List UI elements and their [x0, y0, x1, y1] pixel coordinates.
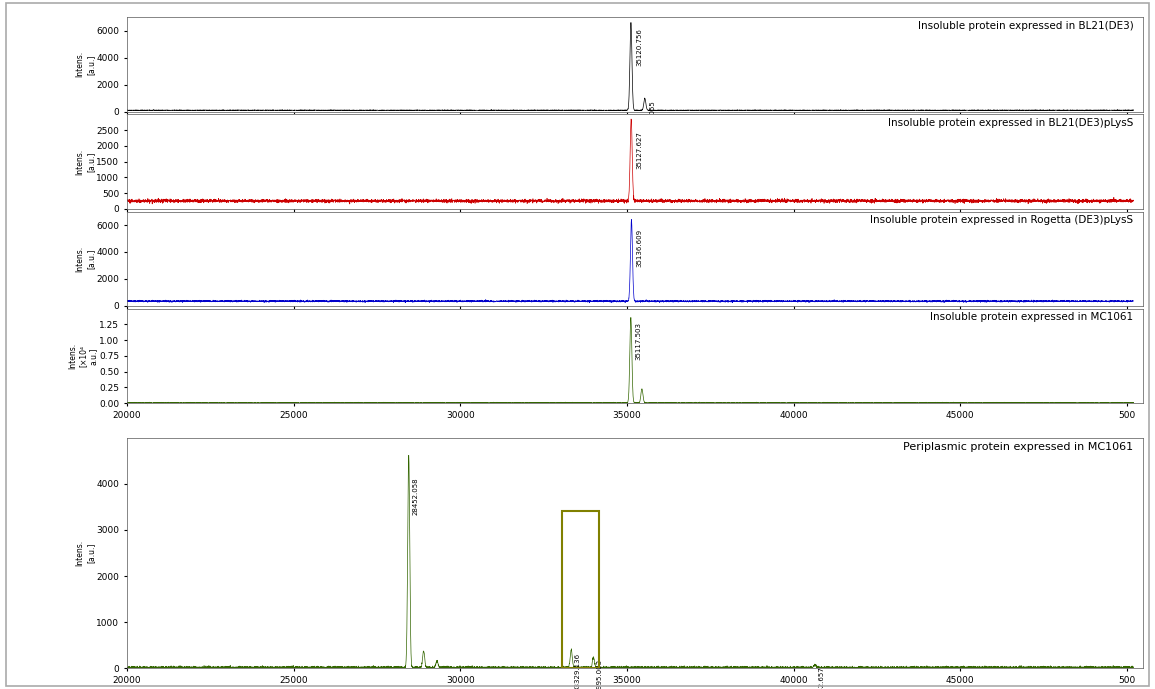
- Text: Insoluble protein expressed in BL21(DE3): Insoluble protein expressed in BL21(DE3): [917, 21, 1133, 31]
- Bar: [562, 511, 598, 668]
- Text: 35127.627: 35127.627: [636, 131, 642, 169]
- Y-axis label: Intens.
[a.u.]: Intens. [a.u.]: [75, 52, 95, 77]
- Y-axis label: Intens.
[a.u.]: Intens. [a.u.]: [75, 149, 95, 174]
- Y-axis label: Intens.
[a.u.]: Intens. [a.u.]: [75, 246, 95, 271]
- Text: 33995.003: 33995.003: [597, 659, 603, 689]
- Text: 35136.609: 35136.609: [636, 229, 642, 267]
- Text: Insoluble protein expressed in BL21(DE3)pLysS: Insoluble protein expressed in BL21(DE3)…: [888, 118, 1133, 128]
- Text: 35537.055: 35537.055: [650, 100, 656, 138]
- Text: 28452.058: 28452.058: [412, 477, 418, 515]
- Text: 40642.657: 40642.657: [818, 666, 825, 689]
- Text: 35120.756: 35120.756: [636, 28, 642, 66]
- Text: Insoluble protein expressed in Rogetta (DE3)pLysS: Insoluble protein expressed in Rogetta (…: [870, 215, 1133, 225]
- Y-axis label: Intens.
[a.u.]: Intens. [a.u.]: [75, 540, 95, 566]
- Y-axis label: Intens.
[×10⁴
a.u.]: Intens. [×10⁴ a.u.]: [68, 343, 98, 369]
- Text: 33329.136: 33329.136: [574, 652, 581, 689]
- Text: 35117.503: 35117.503: [636, 322, 642, 360]
- Text: Periplasmic protein expressed in MC1061: Periplasmic protein expressed in MC1061: [903, 442, 1133, 452]
- Text: Insoluble protein expressed in MC1061: Insoluble protein expressed in MC1061: [930, 312, 1133, 322]
